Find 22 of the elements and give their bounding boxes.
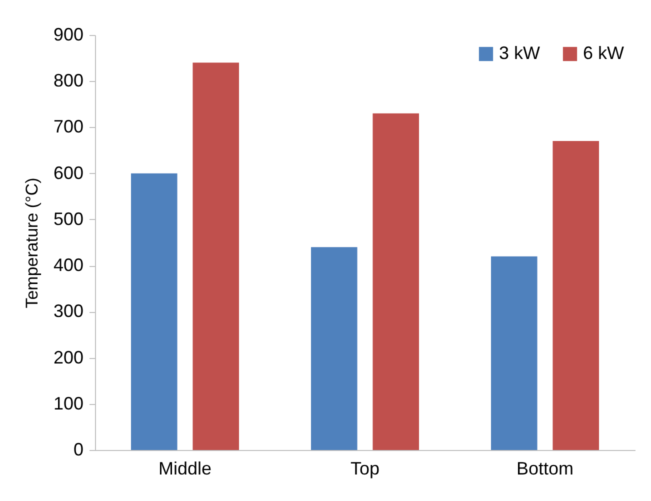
x-tick-label: Top xyxy=(350,458,380,478)
legend-label: 3 kW xyxy=(499,43,540,63)
y-tick-label: 300 xyxy=(53,301,84,322)
bar xyxy=(131,173,178,450)
legend-label: 6 kW xyxy=(583,43,624,63)
y-tick-label: 600 xyxy=(53,162,84,183)
x-tick-label: Bottom xyxy=(516,458,574,478)
y-tick-label: 0 xyxy=(73,440,84,460)
bar xyxy=(372,113,419,450)
bar xyxy=(192,62,239,450)
y-tick-label: 100 xyxy=(53,393,84,414)
y-tick-label: 800 xyxy=(53,70,84,91)
y-tick-label: 200 xyxy=(53,347,84,368)
y-axis-title: Temperature (°C) xyxy=(22,178,42,308)
bar xyxy=(552,141,599,450)
bar xyxy=(311,247,358,450)
y-tick-label: 900 xyxy=(53,24,84,44)
bar xyxy=(491,256,538,450)
y-tick-label: 500 xyxy=(53,208,84,229)
x-tick-label: Middle xyxy=(158,458,212,478)
y-tick-label: 400 xyxy=(53,255,84,276)
y-tick-label: 700 xyxy=(53,116,84,137)
